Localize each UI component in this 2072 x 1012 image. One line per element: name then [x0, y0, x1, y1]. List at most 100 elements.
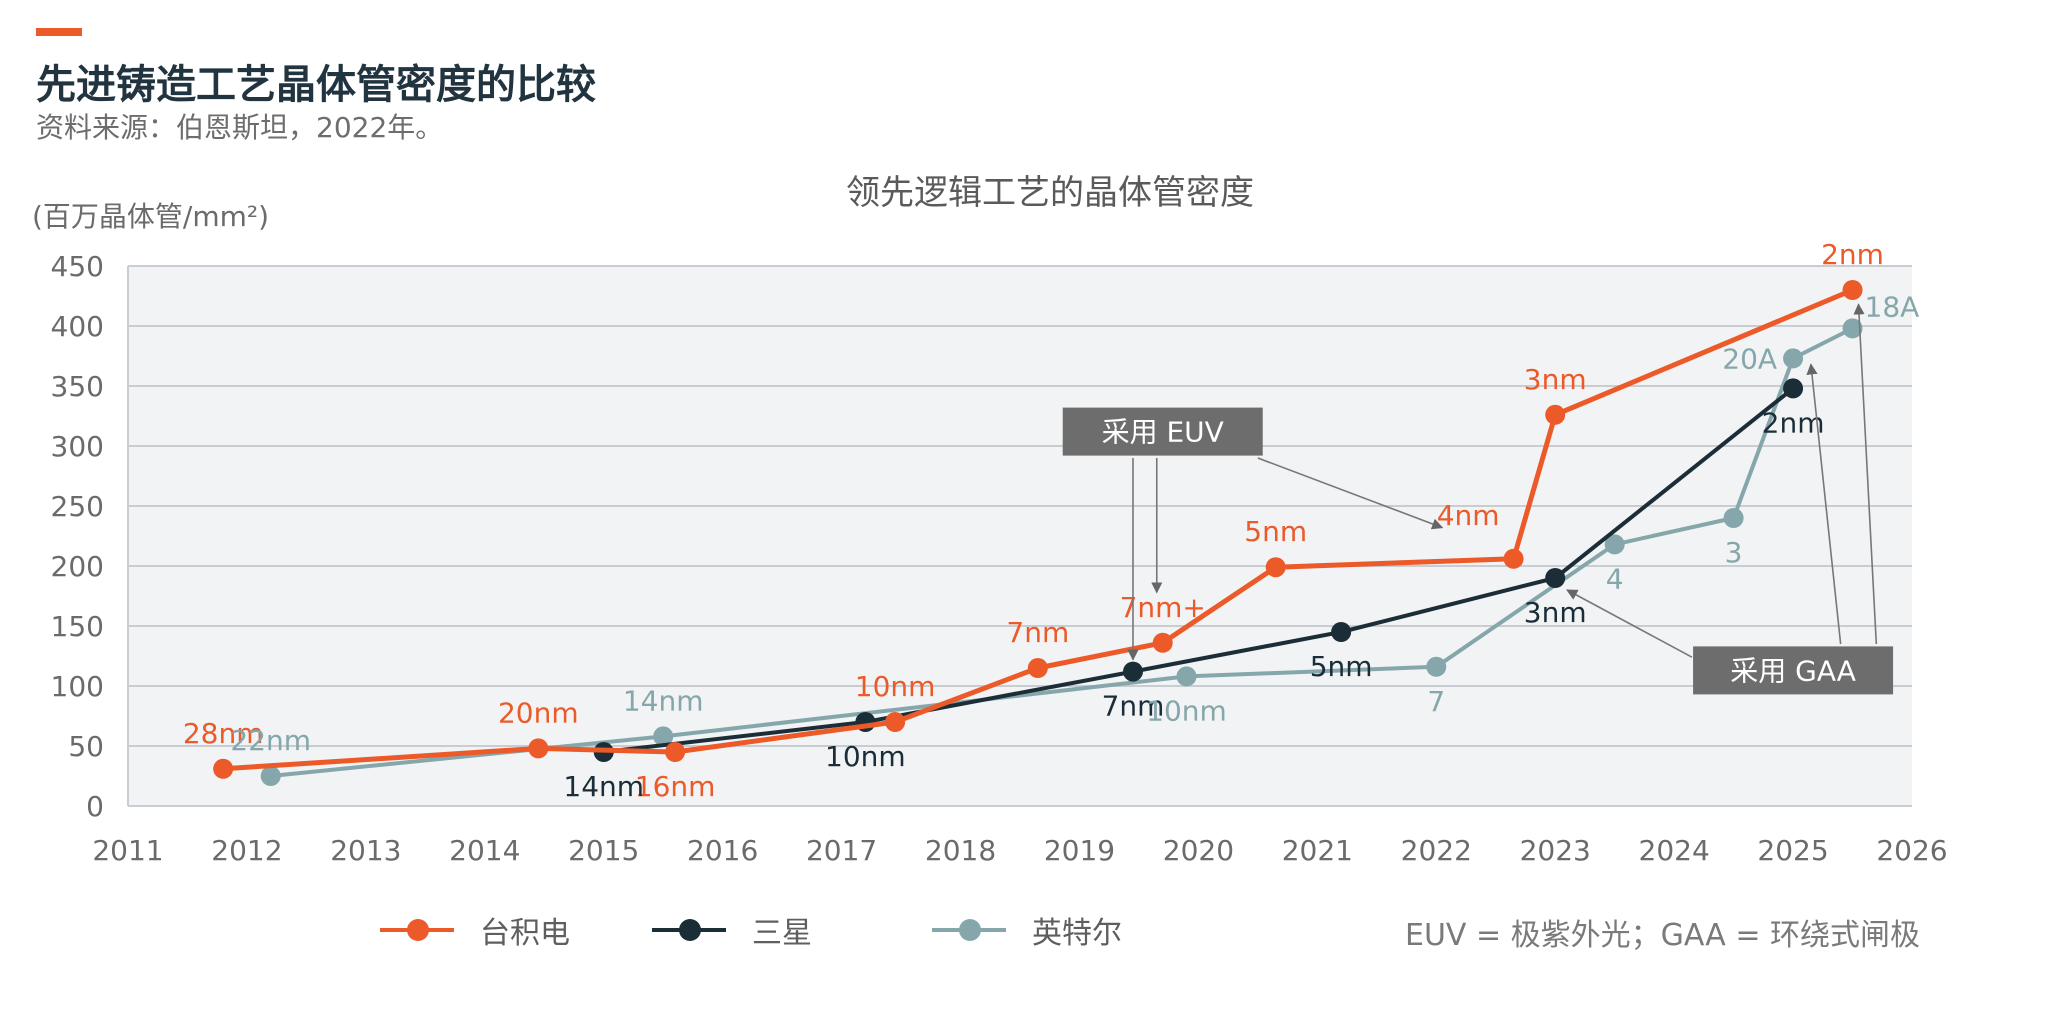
- annotation-box: [1062, 407, 1263, 456]
- x-tick-label: 2023: [1520, 834, 1591, 867]
- y-tick-label: 250: [51, 490, 104, 523]
- annotation-text: 采用 GAA: [1730, 654, 1856, 687]
- accent-bar: [36, 28, 82, 36]
- data-label: 20nm: [498, 696, 579, 729]
- y-tick-label: 300: [51, 430, 104, 463]
- data-point: [1842, 318, 1863, 339]
- x-tick-label: 2015: [568, 834, 639, 867]
- data-label: 3nm: [1524, 596, 1587, 629]
- x-tick-label: 2026: [1876, 834, 1947, 867]
- data-label: 7nm: [1102, 690, 1165, 723]
- data-point: [1545, 404, 1566, 425]
- annotation-text: 采用 EUV: [1102, 416, 1224, 449]
- y-tick-label: 400: [51, 310, 104, 343]
- x-tick-label: 2011: [92, 834, 163, 867]
- x-tick-label: 2016: [687, 834, 758, 867]
- data-label: 4nm: [1437, 499, 1500, 532]
- data-point: [885, 712, 906, 732]
- x-tick-label: 2012: [211, 834, 282, 867]
- legend-item-samsung: 三星: [652, 900, 812, 960]
- data-point: [653, 726, 674, 747]
- x-tick-label: 2021: [1282, 834, 1353, 867]
- y-axis-label: (百万晶体管/mm²): [32, 200, 269, 233]
- legend-label-samsung: 三星: [752, 916, 812, 951]
- source-note: 资料来源：伯恩斯坦，2022年。: [36, 111, 444, 144]
- data-label: 3: [1725, 536, 1743, 569]
- series-line: [222, 287, 1854, 772]
- data-point: [1027, 658, 1048, 678]
- data-label: 3nm: [1524, 363, 1587, 396]
- series-line: [270, 326, 1854, 778]
- data-point: [260, 766, 281, 786]
- data-point: [1842, 280, 1863, 300]
- annotation-arrow: [1257, 457, 1444, 530]
- y-tick-label: 200: [51, 550, 104, 583]
- data-label: 2nm: [1821, 238, 1884, 271]
- data-label: 28nm: [183, 717, 264, 750]
- x-tick-label: 2017: [806, 834, 877, 867]
- legend-swatch-samsung: [652, 919, 726, 941]
- data-label: 10nm: [825, 740, 906, 773]
- x-tick-label: 2014: [449, 834, 520, 867]
- data-label: 4: [1606, 562, 1624, 595]
- data-point: [1783, 348, 1804, 369]
- data-label: 7: [1427, 685, 1445, 718]
- data-label: 2nm: [1762, 406, 1825, 439]
- y-tick-label: 350: [51, 370, 104, 403]
- data-point: [665, 742, 686, 762]
- legend-item-intel: 英特尔: [932, 900, 1122, 960]
- data-point: [1426, 656, 1447, 677]
- data-point: [1331, 622, 1352, 642]
- data-label: 16nm: [635, 770, 716, 803]
- data-label: 20A: [1722, 342, 1777, 375]
- y-tick-label: 150: [51, 610, 104, 643]
- annotation-arrow: [1806, 363, 1842, 645]
- y-tick-label: 0: [86, 790, 104, 823]
- data-point: [1503, 548, 1524, 569]
- data-point: [1783, 378, 1804, 399]
- data-label: 10nm: [855, 670, 936, 703]
- legend-label-tsmc: 台积电: [480, 916, 570, 951]
- data-label: 18A: [1865, 290, 1920, 323]
- x-tick-label: 2018: [925, 834, 996, 867]
- x-tick-label: 2025: [1757, 834, 1828, 867]
- data-point: [528, 738, 549, 759]
- chart-title: 领先逻辑工艺的晶体管密度: [846, 173, 1254, 213]
- x-tick-label: 2024: [1639, 834, 1710, 867]
- y-tick-label: 100: [51, 670, 104, 703]
- annotation-arrow: [1566, 589, 1693, 658]
- x-tick-label: 2013: [330, 834, 401, 867]
- annotation-box: [1693, 646, 1894, 695]
- chart: 0 50 100 150 200 250 300 350 400 450 2011 2012 2013 2…: [32, 173, 1948, 867]
- legend-swatch-intel: [932, 919, 1006, 941]
- data-label: 14nm: [623, 684, 704, 717]
- x-tick-label: 2022: [1401, 834, 1472, 867]
- x-tick-label: 2019: [1044, 834, 1115, 867]
- data-point: [1176, 666, 1197, 687]
- data-point: [1152, 632, 1173, 653]
- legend: 台积电 三星 英特尔 EUV = 极紫外光；GAA = 环绕式闸极: [380, 900, 1920, 960]
- x-tick-label: 2020: [1163, 834, 1234, 867]
- data-point: [1604, 534, 1625, 555]
- series-line: [603, 386, 1795, 754]
- y-tick-label: 450: [51, 250, 104, 283]
- legend-swatch-tsmc: [380, 919, 454, 941]
- legend-label-intel: 英特尔: [1032, 916, 1122, 951]
- data-label: 10nm: [1146, 694, 1227, 727]
- data-label: 14nm: [563, 770, 644, 803]
- annotation-arrow: [1853, 303, 1878, 645]
- data-point: [1122, 661, 1143, 682]
- data-point: [1545, 568, 1566, 588]
- data-label: 7nm+: [1120, 591, 1206, 624]
- page-title: 先进铸造工艺晶体管密度的比较: [36, 62, 596, 108]
- data-label: 22nm: [230, 724, 311, 757]
- data-label: 5nm: [1244, 515, 1307, 548]
- legend-note: EUV = 极紫外光；GAA = 环绕式闸极: [1405, 918, 1920, 953]
- legend-item-tsmc: 台积电: [380, 900, 570, 960]
- data-label: 7nm: [1006, 616, 1069, 649]
- data-point: [1265, 557, 1286, 578]
- data-label: 5nm: [1310, 650, 1373, 683]
- data-point: [213, 758, 234, 779]
- y-tick-label: 50: [68, 730, 104, 763]
- data-point: [1723, 508, 1744, 528]
